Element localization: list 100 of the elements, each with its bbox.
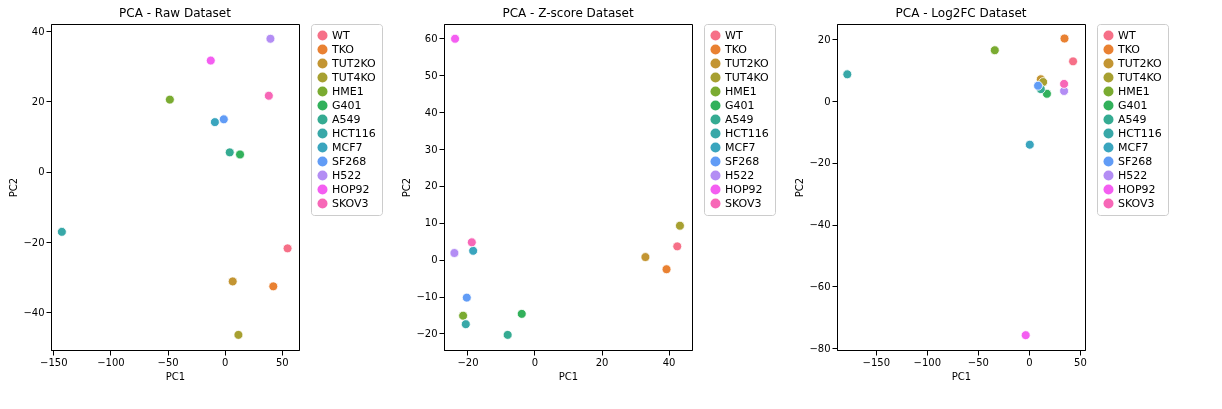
x-tick-label: −100 — [913, 356, 942, 368]
legend-label: TKO — [331, 42, 355, 56]
point — [842, 69, 853, 80]
y-tick-label: −20 — [416, 327, 438, 339]
point — [164, 94, 175, 105]
legend-label: HME1 — [332, 84, 364, 98]
point — [205, 55, 216, 66]
y-tick-label: 20 — [817, 33, 831, 45]
y-axis-title: PC2 — [8, 177, 20, 198]
point — [235, 149, 245, 160]
point — [1059, 33, 1070, 44]
point — [661, 264, 672, 275]
legend-label: HCT116 — [725, 126, 769, 140]
legend-label: A549 — [725, 112, 754, 126]
legend-label: H522 — [332, 168, 362, 182]
y-tick-label: 30 — [424, 143, 438, 155]
point — [672, 241, 683, 252]
y-tick-label: 40 — [424, 106, 438, 118]
y-tick-label: −20 — [809, 157, 831, 169]
point — [466, 237, 477, 248]
legend-label: SF268 — [332, 154, 367, 168]
y-tick-label: 0 — [38, 166, 45, 178]
x-axis-title: PC1 — [951, 370, 972, 382]
point — [218, 114, 229, 125]
point — [675, 220, 685, 231]
point — [450, 33, 460, 44]
x-tick-label: −50 — [157, 356, 179, 368]
legend-label: TUT4KO — [724, 70, 770, 84]
legend-label: HME1 — [725, 84, 757, 98]
point — [224, 147, 235, 158]
legend-label: HOP92 — [725, 182, 763, 196]
x-tick-label: −20 — [457, 356, 479, 368]
legend-label: WT — [1118, 28, 1136, 42]
y-axis-title: PC2 — [401, 177, 413, 198]
legend-label: MCF7 — [725, 140, 756, 154]
x-tick-label: 40 — [662, 356, 676, 368]
chart-title: PCA - Z-score Dataset — [502, 5, 634, 20]
point — [458, 310, 468, 321]
point — [268, 281, 279, 292]
point — [1024, 139, 1035, 150]
point — [1059, 79, 1069, 89]
point — [989, 45, 1000, 56]
x-tick-label: 50 — [1074, 356, 1087, 368]
x-tick-label: 0 — [1026, 356, 1033, 368]
y-tick-label: 20 — [31, 95, 45, 107]
point — [449, 248, 460, 258]
legend-label: SKOV3 — [725, 196, 762, 210]
legend-label: G401 — [1118, 98, 1148, 112]
x-tick-label: 50 — [275, 356, 289, 368]
legend-label: SKOV3 — [332, 196, 369, 210]
y-tick-label: 0 — [824, 95, 831, 107]
x-tick-label: 0 — [222, 356, 229, 368]
point — [265, 33, 276, 44]
point — [516, 309, 527, 319]
x-tick-label: −50 — [967, 356, 989, 368]
point — [460, 319, 471, 330]
x-tick-label: −150 — [40, 356, 68, 368]
legend-label: TUT4KO — [331, 70, 377, 84]
legend-label: HCT116 — [1118, 126, 1162, 140]
x-tick-label: −100 — [97, 356, 125, 368]
x-tick-label: 0 — [531, 356, 539, 368]
point — [1068, 56, 1078, 67]
legend-label: G401 — [725, 98, 755, 112]
chart-title: PCA - Log2FC Dataset — [895, 5, 1027, 20]
y-tick-label: 50 — [424, 69, 438, 81]
y-tick-label: −10 — [416, 291, 438, 303]
y-tick-label: 40 — [31, 25, 45, 37]
point — [227, 276, 238, 287]
legend-label: HCT116 — [332, 126, 376, 140]
legend-label: HOP92 — [1118, 182, 1156, 196]
legend-label: TUT2KO — [724, 56, 770, 70]
legend-label: TUT2KO — [331, 56, 377, 70]
point — [210, 117, 220, 127]
y-tick-label: 60 — [424, 32, 438, 44]
point — [468, 245, 479, 256]
legend-label: SF268 — [1118, 154, 1153, 168]
legend-label: MCF7 — [1118, 140, 1149, 154]
legend-label: MCF7 — [332, 140, 363, 154]
y-tick-label: −60 — [809, 280, 831, 292]
point — [282, 243, 293, 254]
legend-label: SKOV3 — [1118, 196, 1155, 210]
legend-label: TKO — [724, 42, 748, 56]
legend-label: WT — [725, 28, 743, 42]
point — [502, 330, 513, 340]
point — [263, 90, 274, 101]
point — [1020, 330, 1031, 341]
point — [461, 292, 472, 303]
x-axis-title: PC1 — [165, 370, 186, 382]
chart-title: PCA - Raw Dataset — [119, 5, 232, 20]
x-tick-label: −150 — [862, 356, 891, 368]
legend-label: G401 — [332, 98, 362, 112]
point — [640, 252, 651, 262]
legend-label: H522 — [1118, 168, 1148, 182]
y-tick-label: −40 — [809, 219, 831, 231]
y-tick-label: −20 — [23, 236, 45, 248]
y-tick-label: 10 — [424, 217, 438, 229]
legend-label: TUT2KO — [1117, 56, 1163, 70]
point — [56, 226, 67, 237]
x-tick-label: 20 — [595, 356, 609, 368]
legend-label: A549 — [332, 112, 361, 126]
